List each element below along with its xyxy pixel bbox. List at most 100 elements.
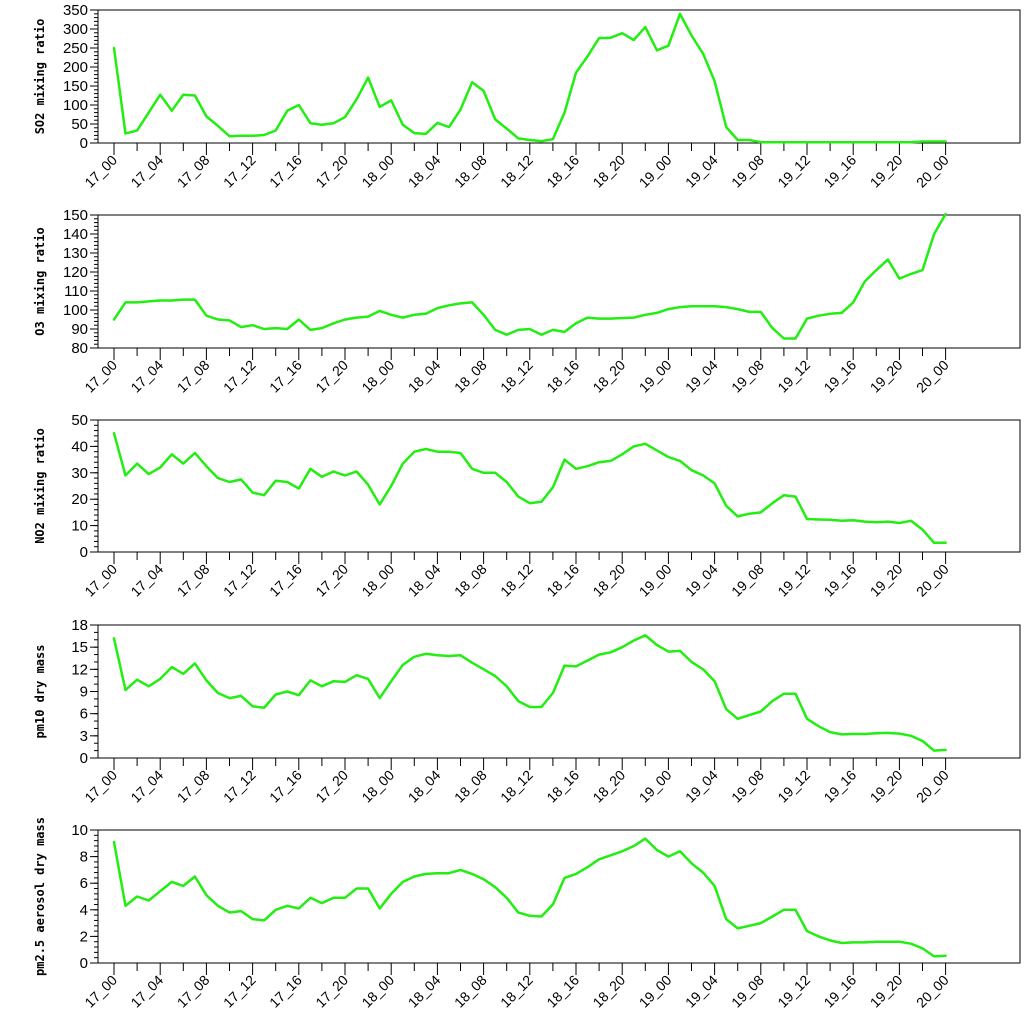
x-tick-label: 17_00 [81,972,120,1011]
plot-frame [97,419,1021,553]
y-tick-label: 350 [63,2,88,19]
x-tick-label: 17_20 [312,767,351,806]
x-tick-label: 19_12 [774,767,813,806]
y-tick-label: 10 [71,518,88,535]
x-tick-label: 18_04 [405,561,444,600]
x-tick-label: 19_12 [774,357,813,396]
x-tick-label: 19_12 [774,972,813,1011]
x-tick-label: 18_04 [405,357,444,396]
y-tick-label: 50 [71,412,88,429]
x-tick-label: 18_20 [589,972,628,1011]
x-tick-label: 18_12 [497,767,536,806]
plot-frame [97,9,1021,144]
x-tick-label: 19_04 [682,357,721,396]
x-tick-label: 19_00 [636,152,675,191]
plot-frame [97,829,1021,964]
x-tick-label: 18_20 [589,561,628,600]
x-tick-label: 19_08 [728,152,767,191]
x-tick-label: 19_00 [636,357,675,396]
x-tick-label: 19_16 [820,561,859,600]
y-tick-label: 100 [63,97,88,114]
y-tick-label: 40 [71,438,88,455]
x-tick-label: 18_12 [497,561,536,600]
x-tick-label: 19_04 [682,152,721,191]
y-axis-label: pm2.5 aerosol dry mass [33,817,47,976]
y-tick-label: 6 [80,706,88,723]
y-tick-label: 6 [80,875,88,892]
x-tick-label: 18_16 [543,767,582,806]
x-tick-label: 17_04 [127,152,166,191]
x-tick-label: 19_00 [636,767,675,806]
x-tick-label: 17_16 [266,767,305,806]
x-tick-label: 17_12 [220,357,259,396]
x-tick-label: 18_12 [497,972,536,1011]
y-tick-label: 4 [80,902,88,919]
x-tick-label: 18_00 [358,357,397,396]
x-tick-label: 17_00 [81,152,120,191]
x-tick-label: 18_04 [405,767,444,806]
y-tick-label: 110 [64,283,88,300]
x-tick-label: 17_08 [174,767,213,806]
y-tick-label: 0 [80,750,88,767]
x-tick-label: 17_16 [266,152,305,191]
y-tick-label: 10 [71,822,88,839]
x-tick-label: 17_08 [174,972,213,1011]
x-tick-label: 18_04 [405,972,444,1011]
x-tick-label: 19_04 [682,561,721,600]
series-line [112,212,947,340]
x-tick-label: 19_20 [867,357,906,396]
y-tick-label: 12 [71,661,88,678]
x-tick-label: 18_12 [497,152,536,191]
x-tick-label: 17_08 [174,357,213,396]
x-tick-label: 17_16 [266,357,305,396]
x-tick-label: 17_16 [266,561,305,600]
y-tick-label: 18 [71,617,88,634]
x-tick-label: 19_20 [867,152,906,191]
y-tick-label: 80 [71,340,88,357]
y-tick-label: 0 [80,135,88,152]
x-tick-label: 18_08 [451,972,490,1011]
y-axis-label: O3 mixing ratio [33,227,47,335]
y-tick-label: 15 [71,639,88,656]
x-tick-label: 18_16 [543,561,582,600]
x-tick-label: 18_16 [543,152,582,191]
series-line [112,837,947,958]
x-tick-label: 19_16 [820,972,859,1011]
y-tick-label: 0 [80,955,88,972]
x-tick-label: 20_00 [913,152,952,191]
x-tick-label: 19_20 [867,561,906,600]
x-tick-label: 18_04 [405,152,444,191]
y-tick-label: 3 [80,728,88,745]
x-tick-label: 18_16 [543,357,582,396]
x-tick-label: 19_08 [728,767,767,806]
chart-panel-3: 0 10 20 30 40 50 17_00 17_04 17_08 17_12 17_16 17_2… [33,412,1021,600]
x-tick-label: 17_20 [312,152,351,191]
x-tick-label: 18_00 [358,972,397,1011]
x-tick-label: 20_00 [913,972,952,1011]
x-tick-label: 17_04 [127,561,166,600]
y-tick-label: 2 [80,928,88,945]
x-tick-label: 17_04 [127,357,166,396]
x-tick-label: 19_04 [682,767,721,806]
x-tick-label: 17_12 [220,972,259,1011]
y-tick-label: 100 [63,302,88,319]
x-tick-label: 20_00 [913,357,952,396]
chart-panel-4: 0 3 6 9 12 15 18 17_00 17_04 17_08 17_12 17_16 17_20… [33,617,1021,806]
y-tick-label: 30 [71,465,88,482]
y-axis-label: NO2 mixing ratio [33,428,47,544]
x-tick-label: 17_00 [81,767,120,806]
x-tick-label: 18_08 [451,357,490,396]
y-axis-label: SO2 mixing ratio [33,19,47,135]
x-tick-label: 18_08 [451,152,490,191]
x-tick-label: 17_20 [312,357,351,396]
y-tick-label: 9 [80,684,88,701]
x-tick-label: 19_04 [682,972,721,1011]
x-tick-label: 17_12 [220,561,259,600]
x-tick-label: 17_04 [127,767,166,806]
x-tick-label: 17_08 [174,152,213,191]
x-tick-label: 17_00 [81,357,120,396]
